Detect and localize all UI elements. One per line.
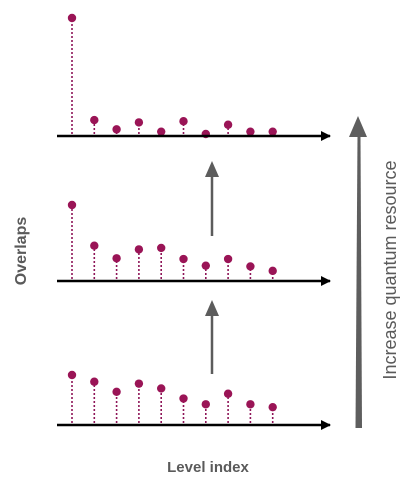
stem-marker xyxy=(268,127,277,136)
stem-plots xyxy=(67,13,277,423)
stem-marker xyxy=(90,115,99,125)
stem-marker xyxy=(268,266,277,276)
resource-arrow xyxy=(349,116,367,428)
stem-marker xyxy=(67,370,77,380)
resource-label: Increase quantum resource xyxy=(380,160,400,379)
stem-marker xyxy=(157,127,166,136)
stem-marker xyxy=(201,400,210,409)
stem-marker xyxy=(179,394,188,403)
stem-marker xyxy=(246,127,255,136)
stem-marker xyxy=(90,377,99,386)
stem-marker xyxy=(90,241,99,250)
stem-marker xyxy=(179,117,188,126)
stem-marker xyxy=(246,262,255,271)
stem-marker xyxy=(201,261,210,270)
stem-marker xyxy=(157,243,166,253)
stem-marker xyxy=(268,402,277,412)
stem-marker xyxy=(67,13,77,23)
stem-marker xyxy=(67,200,77,210)
y-axis-label: Overlaps xyxy=(13,217,30,286)
stem-marker xyxy=(134,245,144,254)
stem-marker xyxy=(112,125,121,134)
middle-panel-stems xyxy=(67,200,277,279)
stem-marker xyxy=(223,120,233,129)
upward-arrow-upper xyxy=(205,161,219,236)
stem-marker xyxy=(134,379,144,388)
top-panel-stems xyxy=(67,13,277,139)
stem-marker xyxy=(223,254,233,264)
x-axis-label: Level index xyxy=(167,459,249,476)
stem-marker xyxy=(223,389,233,398)
stem-marker xyxy=(112,254,121,263)
stem-marker xyxy=(246,400,255,409)
stem-marker xyxy=(112,387,121,396)
stem-marker xyxy=(179,254,188,264)
upward-arrow-lower xyxy=(205,300,219,374)
stem-marker xyxy=(134,118,144,127)
stem-marker xyxy=(157,384,166,393)
bottom-panel-stems xyxy=(67,370,277,423)
